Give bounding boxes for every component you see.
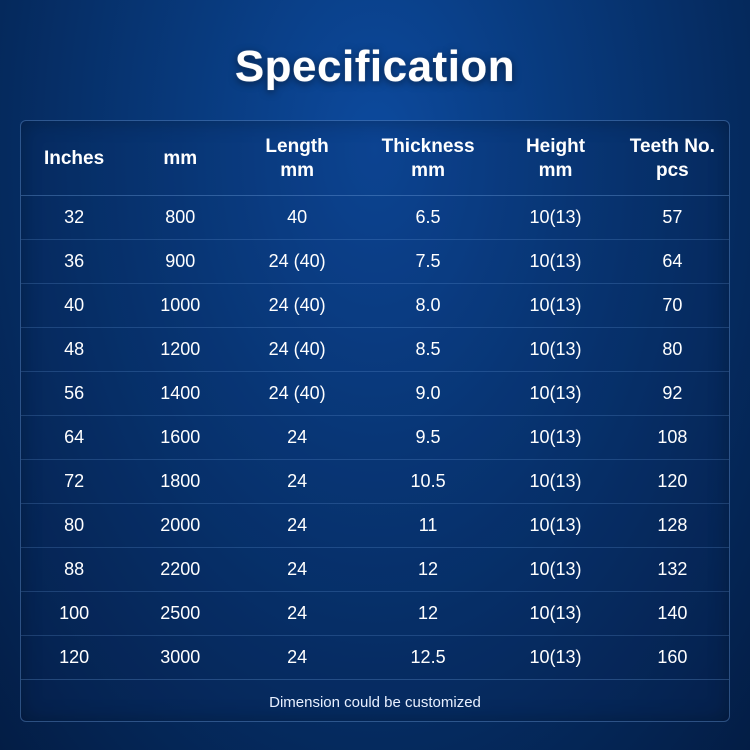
table-cell: 2200 [127,547,233,591]
table-cell: 24 (40) [233,371,360,415]
column-header-line2: mm [499,159,611,183]
table-cell: 128 [616,503,729,547]
table-cell: 24 [233,415,360,459]
column-header-line1: Height [526,136,585,157]
table-cell: 10(13) [495,327,615,371]
table-cell: 1000 [127,283,233,327]
table-cell: 24 [233,503,360,547]
column-header: Heightmm [495,121,615,195]
column-header: mm [127,121,233,195]
table-cell: 12 [361,591,496,635]
table-cell: 1400 [127,371,233,415]
table-cell: 11 [361,503,496,547]
table-row: 641600249.510(13)108 [21,415,729,459]
column-header: Lengthmm [233,121,360,195]
table-cell: 2000 [127,503,233,547]
table-row: 882200241210(13)132 [21,547,729,591]
table-cell: 6.5 [361,195,496,239]
table-cell: 88 [21,547,127,591]
table-cell: 10(13) [495,239,615,283]
column-header-line2: mm [237,159,356,183]
table-cell: 24 (40) [233,239,360,283]
table-cell: 100 [21,591,127,635]
table-cell: 36 [21,239,127,283]
column-header-line1: Inches [44,148,104,169]
spec-table: InchesmmLengthmmThicknessmmHeightmmTeeth… [21,121,729,679]
table-cell: 40 [233,195,360,239]
table-row: 7218002410.510(13)120 [21,459,729,503]
table-cell: 8.0 [361,283,496,327]
column-header: Thicknessmm [361,121,496,195]
table-cell: 10(13) [495,283,615,327]
table-cell: 92 [616,371,729,415]
table-cell: 24 [233,635,360,679]
table-cell: 24 (40) [233,283,360,327]
table-cell: 1600 [127,415,233,459]
table-cell: 3000 [127,635,233,679]
footnote: Dimension could be customized [21,679,729,721]
column-header: Teeth No.pcs [616,121,729,195]
table-cell: 10(13) [495,195,615,239]
column-header: Inches [21,121,127,195]
table-cell: 24 (40) [233,327,360,371]
table-cell: 10(13) [495,591,615,635]
table-cell: 800 [127,195,233,239]
table-cell: 24 [233,459,360,503]
table-body: 32800406.510(13)573690024 (40)7.510(13)6… [21,195,729,679]
table-cell: 10(13) [495,635,615,679]
table-row: 48120024 (40)8.510(13)80 [21,327,729,371]
column-header-line1: Length [265,136,328,157]
table-cell: 108 [616,415,729,459]
table-cell: 56 [21,371,127,415]
table-cell: 64 [21,415,127,459]
table-cell: 7.5 [361,239,496,283]
table-row: 1002500241210(13)140 [21,591,729,635]
column-header-line1: Teeth No. [630,136,715,157]
table-cell: 1200 [127,327,233,371]
table-cell: 32 [21,195,127,239]
table-cell: 132 [616,547,729,591]
table-header: InchesmmLengthmmThicknessmmHeightmmTeeth… [21,121,729,195]
table-cell: 72 [21,459,127,503]
table-cell: 57 [616,195,729,239]
column-header-line1: Thickness [382,136,475,157]
page-title: Specification [0,0,750,120]
table-cell: 48 [21,327,127,371]
table-cell: 120 [21,635,127,679]
table-cell: 900 [127,239,233,283]
table-cell: 64 [616,239,729,283]
spec-table-container: InchesmmLengthmmThicknessmmHeightmmTeeth… [20,120,730,722]
table-cell: 2500 [127,591,233,635]
table-cell: 9.5 [361,415,496,459]
table-cell: 10(13) [495,371,615,415]
table-cell: 12 [361,547,496,591]
table-cell: 1800 [127,459,233,503]
table-cell: 24 [233,547,360,591]
column-header-line1: mm [163,148,197,169]
table-row: 802000241110(13)128 [21,503,729,547]
table-cell: 70 [616,283,729,327]
table-cell: 160 [616,635,729,679]
table-cell: 80 [21,503,127,547]
table-row: 56140024 (40)9.010(13)92 [21,371,729,415]
column-header-line2: pcs [620,159,725,183]
table-cell: 120 [616,459,729,503]
column-header-line2: mm [365,159,492,183]
table-cell: 40 [21,283,127,327]
table-cell: 10(13) [495,459,615,503]
table-cell: 12.5 [361,635,496,679]
table-row: 12030002412.510(13)160 [21,635,729,679]
table-row: 40100024 (40)8.010(13)70 [21,283,729,327]
table-cell: 10(13) [495,547,615,591]
table-row: 32800406.510(13)57 [21,195,729,239]
table-cell: 80 [616,327,729,371]
table-cell: 140 [616,591,729,635]
table-cell: 24 [233,591,360,635]
table-row: 3690024 (40)7.510(13)64 [21,239,729,283]
table-cell: 10.5 [361,459,496,503]
table-cell: 9.0 [361,371,496,415]
table-cell: 10(13) [495,503,615,547]
table-cell: 10(13) [495,415,615,459]
table-cell: 8.5 [361,327,496,371]
